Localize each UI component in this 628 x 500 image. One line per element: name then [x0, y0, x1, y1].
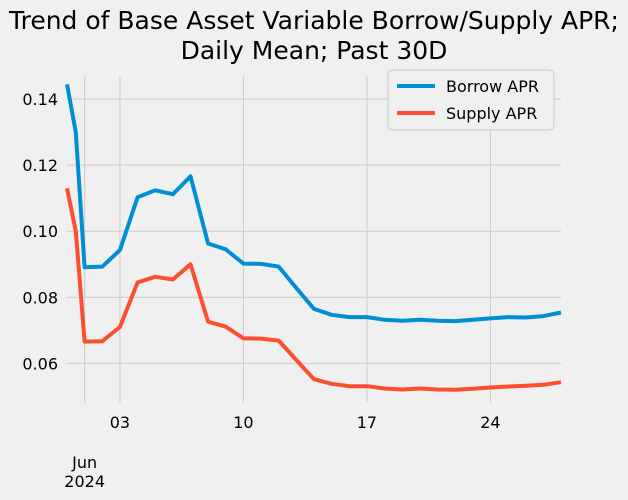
- x-tick-label: 17: [357, 413, 377, 432]
- y-tick-label: 0.08: [22, 288, 58, 307]
- y-tick-label: 0.14: [22, 90, 58, 109]
- series-line-borrow-apr: [65, 83, 562, 324]
- x-month-label: Jun: [71, 453, 97, 472]
- legend: Borrow APR Supply APR: [387, 69, 555, 131]
- y-tick-label: 0.12: [22, 156, 58, 175]
- legend-label-borrow-apr: Borrow APR: [446, 77, 539, 96]
- chart-title-line-2: Daily Mean; Past 30D: [181, 36, 448, 65]
- y-tick-label: 0.10: [22, 222, 58, 241]
- x-tick-label: 10: [233, 413, 253, 432]
- legend-label-supply-apr: Supply APR: [446, 104, 537, 123]
- x-tick-label: 24: [480, 413, 500, 432]
- y-tick-label: 0.06: [22, 354, 58, 373]
- series-line-supply-apr: [65, 187, 562, 392]
- chart-title-line-1: Trend of Base Asset Variable Borrow/Supp…: [8, 6, 619, 35]
- series-lines: [65, 83, 562, 392]
- x-tick-label: 03: [110, 413, 130, 432]
- x-year-label: 2024: [64, 472, 105, 491]
